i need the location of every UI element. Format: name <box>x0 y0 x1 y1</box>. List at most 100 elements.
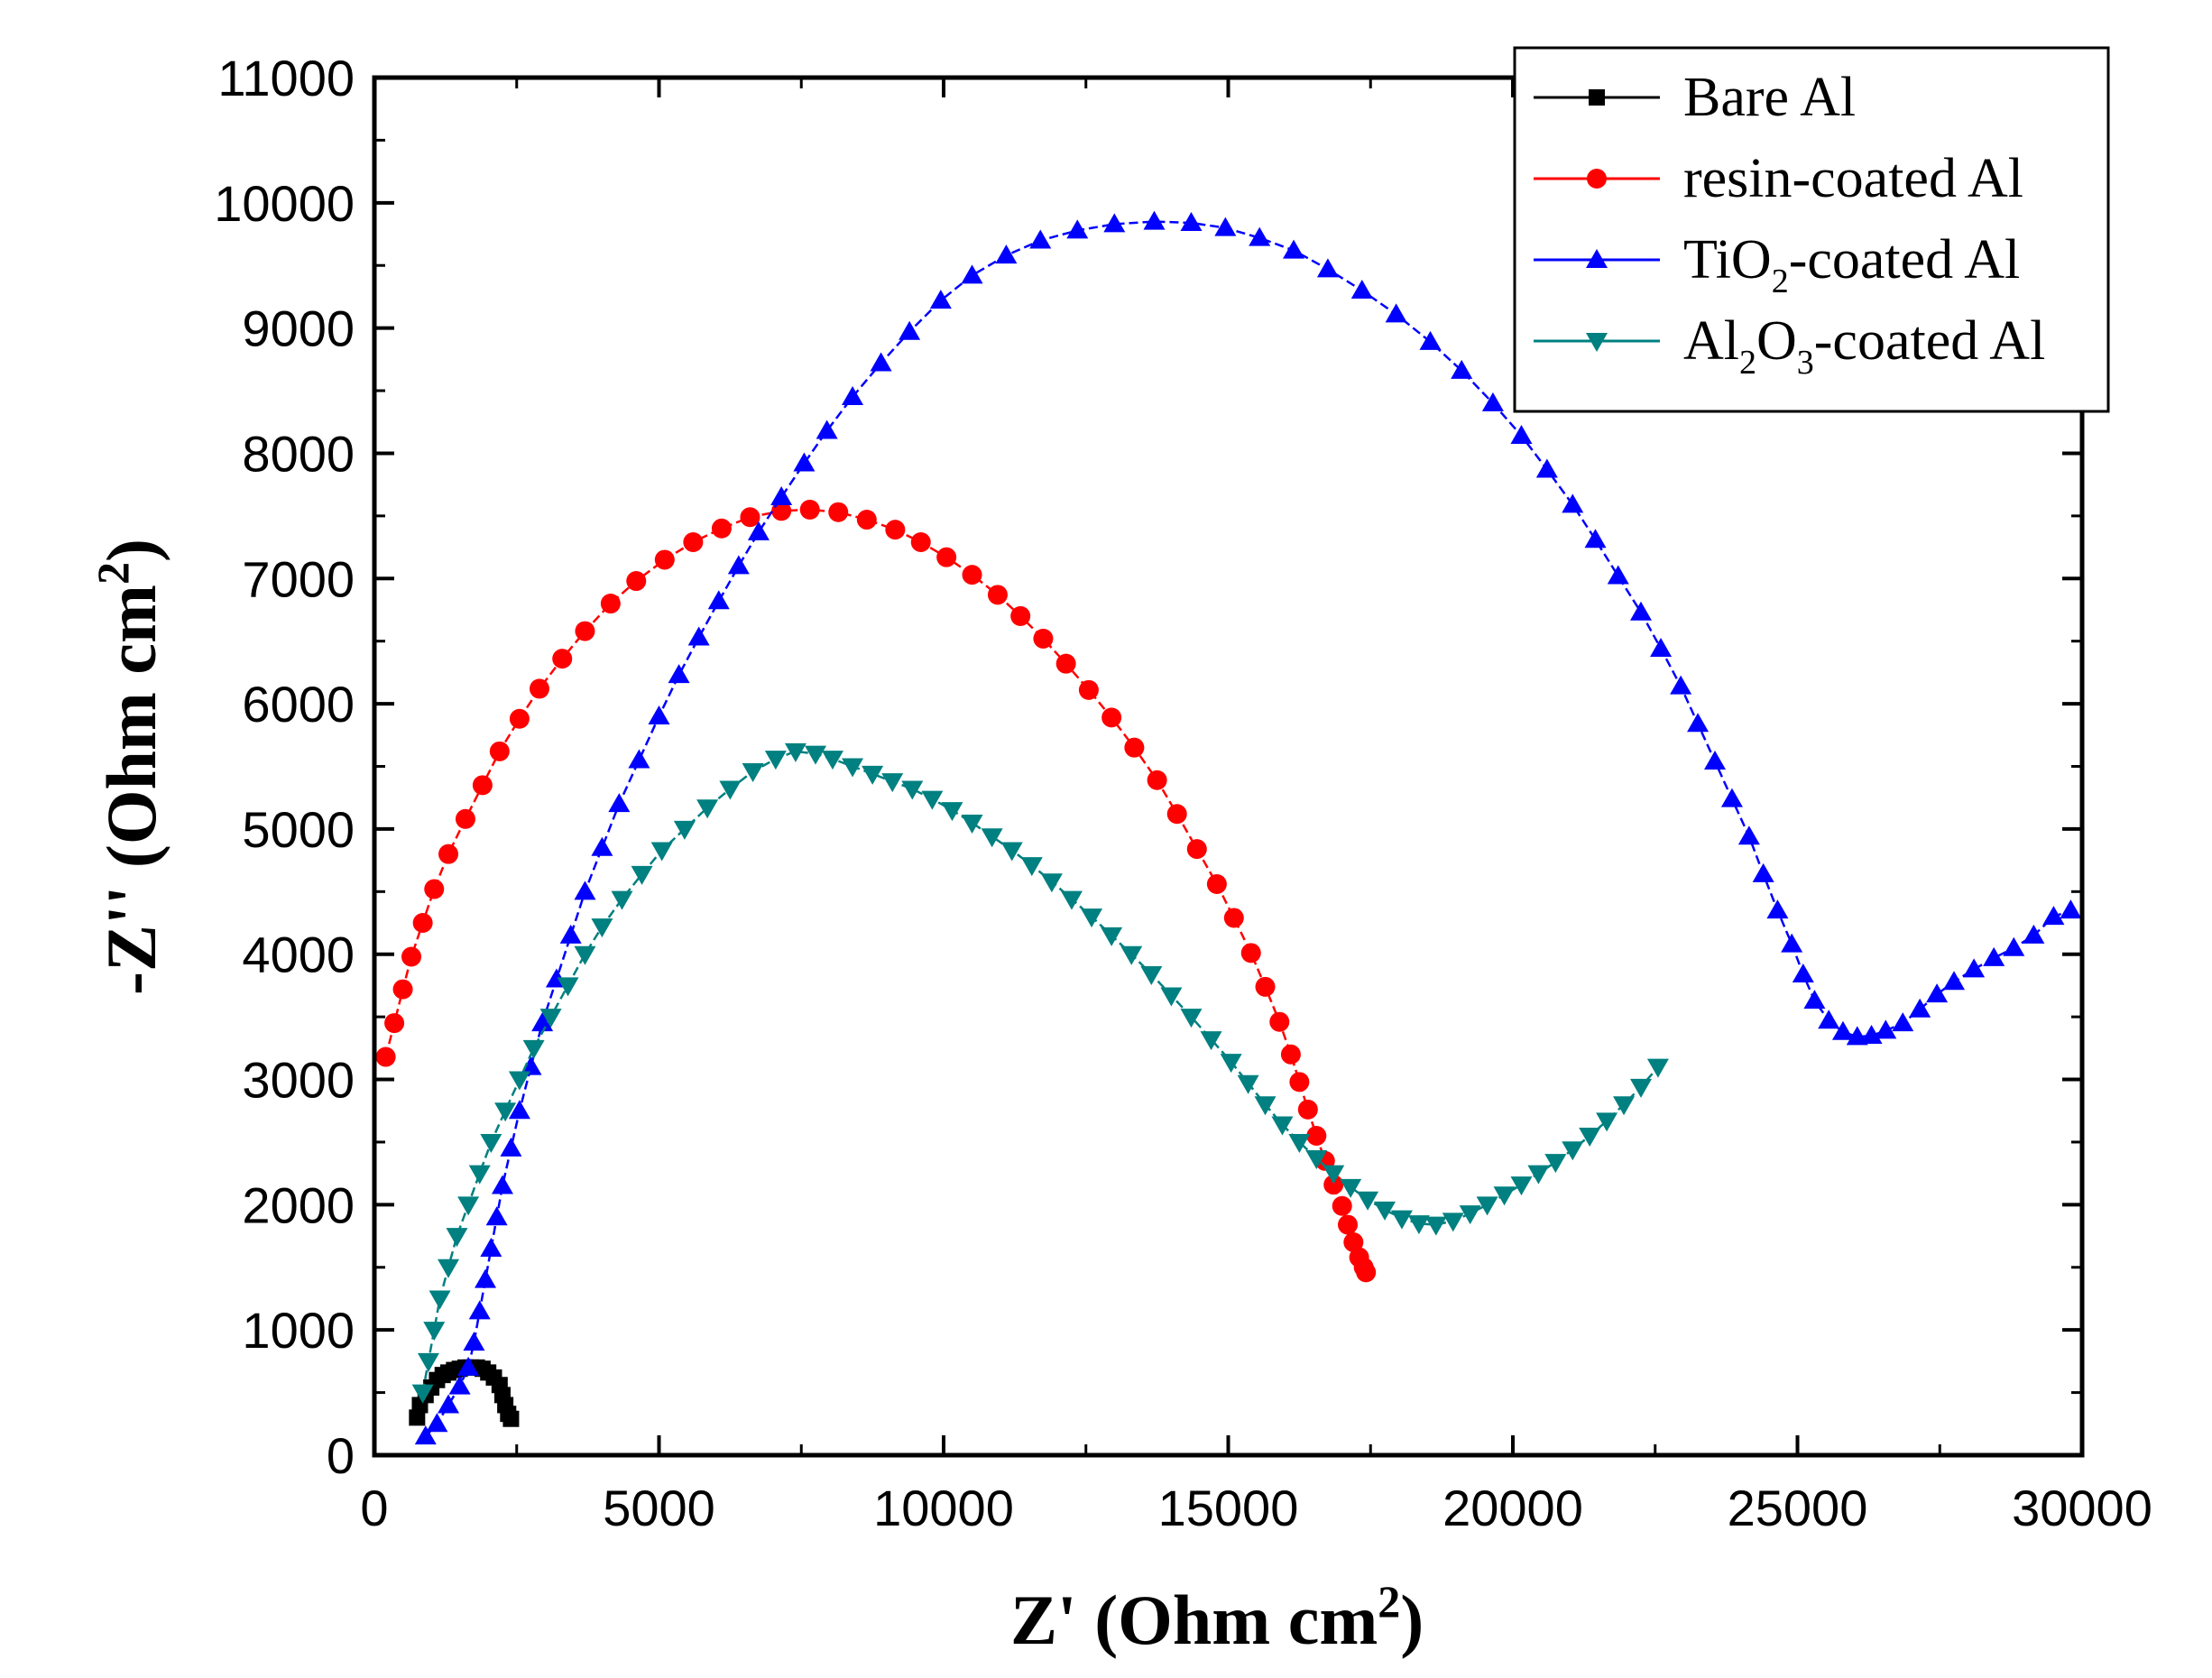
data-point <box>1029 229 1052 249</box>
data-point <box>1818 1010 1840 1029</box>
y-tick-label: 6000 <box>242 676 355 733</box>
data-point <box>793 452 816 472</box>
data-point <box>417 1352 439 1372</box>
data-point <box>1220 1054 1242 1074</box>
legend: Bare Al resin-coated Al TiO2-coated Al Al2O… <box>1513 46 2110 413</box>
data-point <box>531 1012 554 1032</box>
data-point <box>1214 217 1237 236</box>
data-point <box>375 1046 396 1067</box>
data-point <box>921 790 944 810</box>
data-point <box>910 532 931 553</box>
legend-entry: resin-coated Al <box>1534 148 2023 209</box>
data-point <box>1535 458 1558 478</box>
data-point <box>1343 1232 1364 1253</box>
data-point <box>1124 737 1145 758</box>
data-point <box>1476 1196 1498 1216</box>
data-point <box>764 751 787 770</box>
legend-entry: Al2O3-coated Al <box>1534 310 2045 382</box>
y-tick-labels: 0 1000 2000 3000 4000 5000 6000 7000 8000 9000 100… <box>214 50 355 1484</box>
data-point <box>828 502 849 522</box>
data-point <box>1101 707 1122 728</box>
data-point <box>805 745 827 765</box>
data-point <box>401 946 422 967</box>
data-point <box>1579 1128 1601 1148</box>
legend-label: Al2O3-coated Al <box>1683 310 2045 382</box>
data-point <box>842 758 864 778</box>
data-point <box>574 945 596 965</box>
data-point <box>1792 963 1814 982</box>
data-point <box>1078 679 1099 700</box>
data-point <box>1010 605 1031 626</box>
data-point <box>611 890 633 910</box>
data-point <box>491 1175 513 1194</box>
data-point <box>1892 1012 1914 1032</box>
data-point <box>1407 1215 1430 1235</box>
data-point <box>1147 770 1167 790</box>
data-point <box>901 780 924 800</box>
y-tick-label: 11000 <box>217 50 355 106</box>
data-point <box>995 244 1018 264</box>
data-point <box>654 549 675 570</box>
data-point <box>711 518 732 539</box>
data-point <box>727 555 750 575</box>
data-point <box>1704 750 1727 770</box>
data-point <box>522 1039 545 1059</box>
data-point <box>1459 1205 1481 1225</box>
data-point <box>2023 924 2045 944</box>
data-point <box>426 1413 448 1433</box>
data-point <box>784 742 806 762</box>
data-point <box>472 775 493 796</box>
data-point <box>1963 958 1986 978</box>
y-tick-label: 0 <box>327 1427 355 1484</box>
data-point <box>1180 212 1203 232</box>
data-point <box>508 1071 530 1091</box>
data-point <box>1720 788 1743 807</box>
data-point <box>856 510 877 530</box>
data-point <box>1101 927 1123 946</box>
data-point <box>799 499 820 520</box>
data-point <box>438 1394 460 1414</box>
data-point <box>1323 1175 1344 1195</box>
data-point <box>412 913 433 934</box>
data-point <box>899 320 921 340</box>
series-3 <box>411 742 1669 1404</box>
data-point <box>885 520 906 540</box>
data-point <box>480 1133 502 1153</box>
data-point <box>1596 1112 1618 1132</box>
data-point <box>500 1137 522 1157</box>
data-point <box>742 763 764 783</box>
data-point <box>1180 1009 1203 1028</box>
y-tick-label: 4000 <box>242 927 355 983</box>
data-point <box>1390 1210 1413 1230</box>
data-point <box>575 621 595 641</box>
data-point <box>1424 1216 1447 1236</box>
data-point <box>1481 392 1504 411</box>
data-point <box>1831 1020 1854 1040</box>
data-point <box>961 814 983 834</box>
data-point <box>1166 804 1187 825</box>
data-point <box>1316 258 1339 278</box>
y-tick-label: 8000 <box>242 425 355 482</box>
data-point <box>683 532 704 553</box>
data-point <box>1527 1165 1550 1185</box>
data-point <box>1451 359 1473 379</box>
data-point <box>1081 908 1103 928</box>
data-point <box>1493 1186 1516 1206</box>
data-point <box>1288 1133 1311 1153</box>
data-point <box>409 1409 426 1426</box>
data-point <box>384 1013 405 1034</box>
y-tick-label: 7000 <box>242 550 355 607</box>
data-point <box>1033 628 1054 649</box>
data-point <box>574 880 596 900</box>
x-tick-label: 30000 <box>2012 1480 2152 1536</box>
data-point <box>1240 943 1261 963</box>
data-point <box>2060 899 2082 919</box>
y-tick-label: 2000 <box>242 1176 355 1233</box>
x-tick-label: 5000 <box>603 1480 715 1536</box>
data-point <box>961 264 983 284</box>
x-tick-label: 25000 <box>1728 1480 1868 1536</box>
data-point <box>446 1228 468 1248</box>
legend-label: TiO2-coated Al <box>1683 229 2020 300</box>
data-point <box>1040 873 1063 893</box>
data-point <box>1289 1072 1310 1093</box>
